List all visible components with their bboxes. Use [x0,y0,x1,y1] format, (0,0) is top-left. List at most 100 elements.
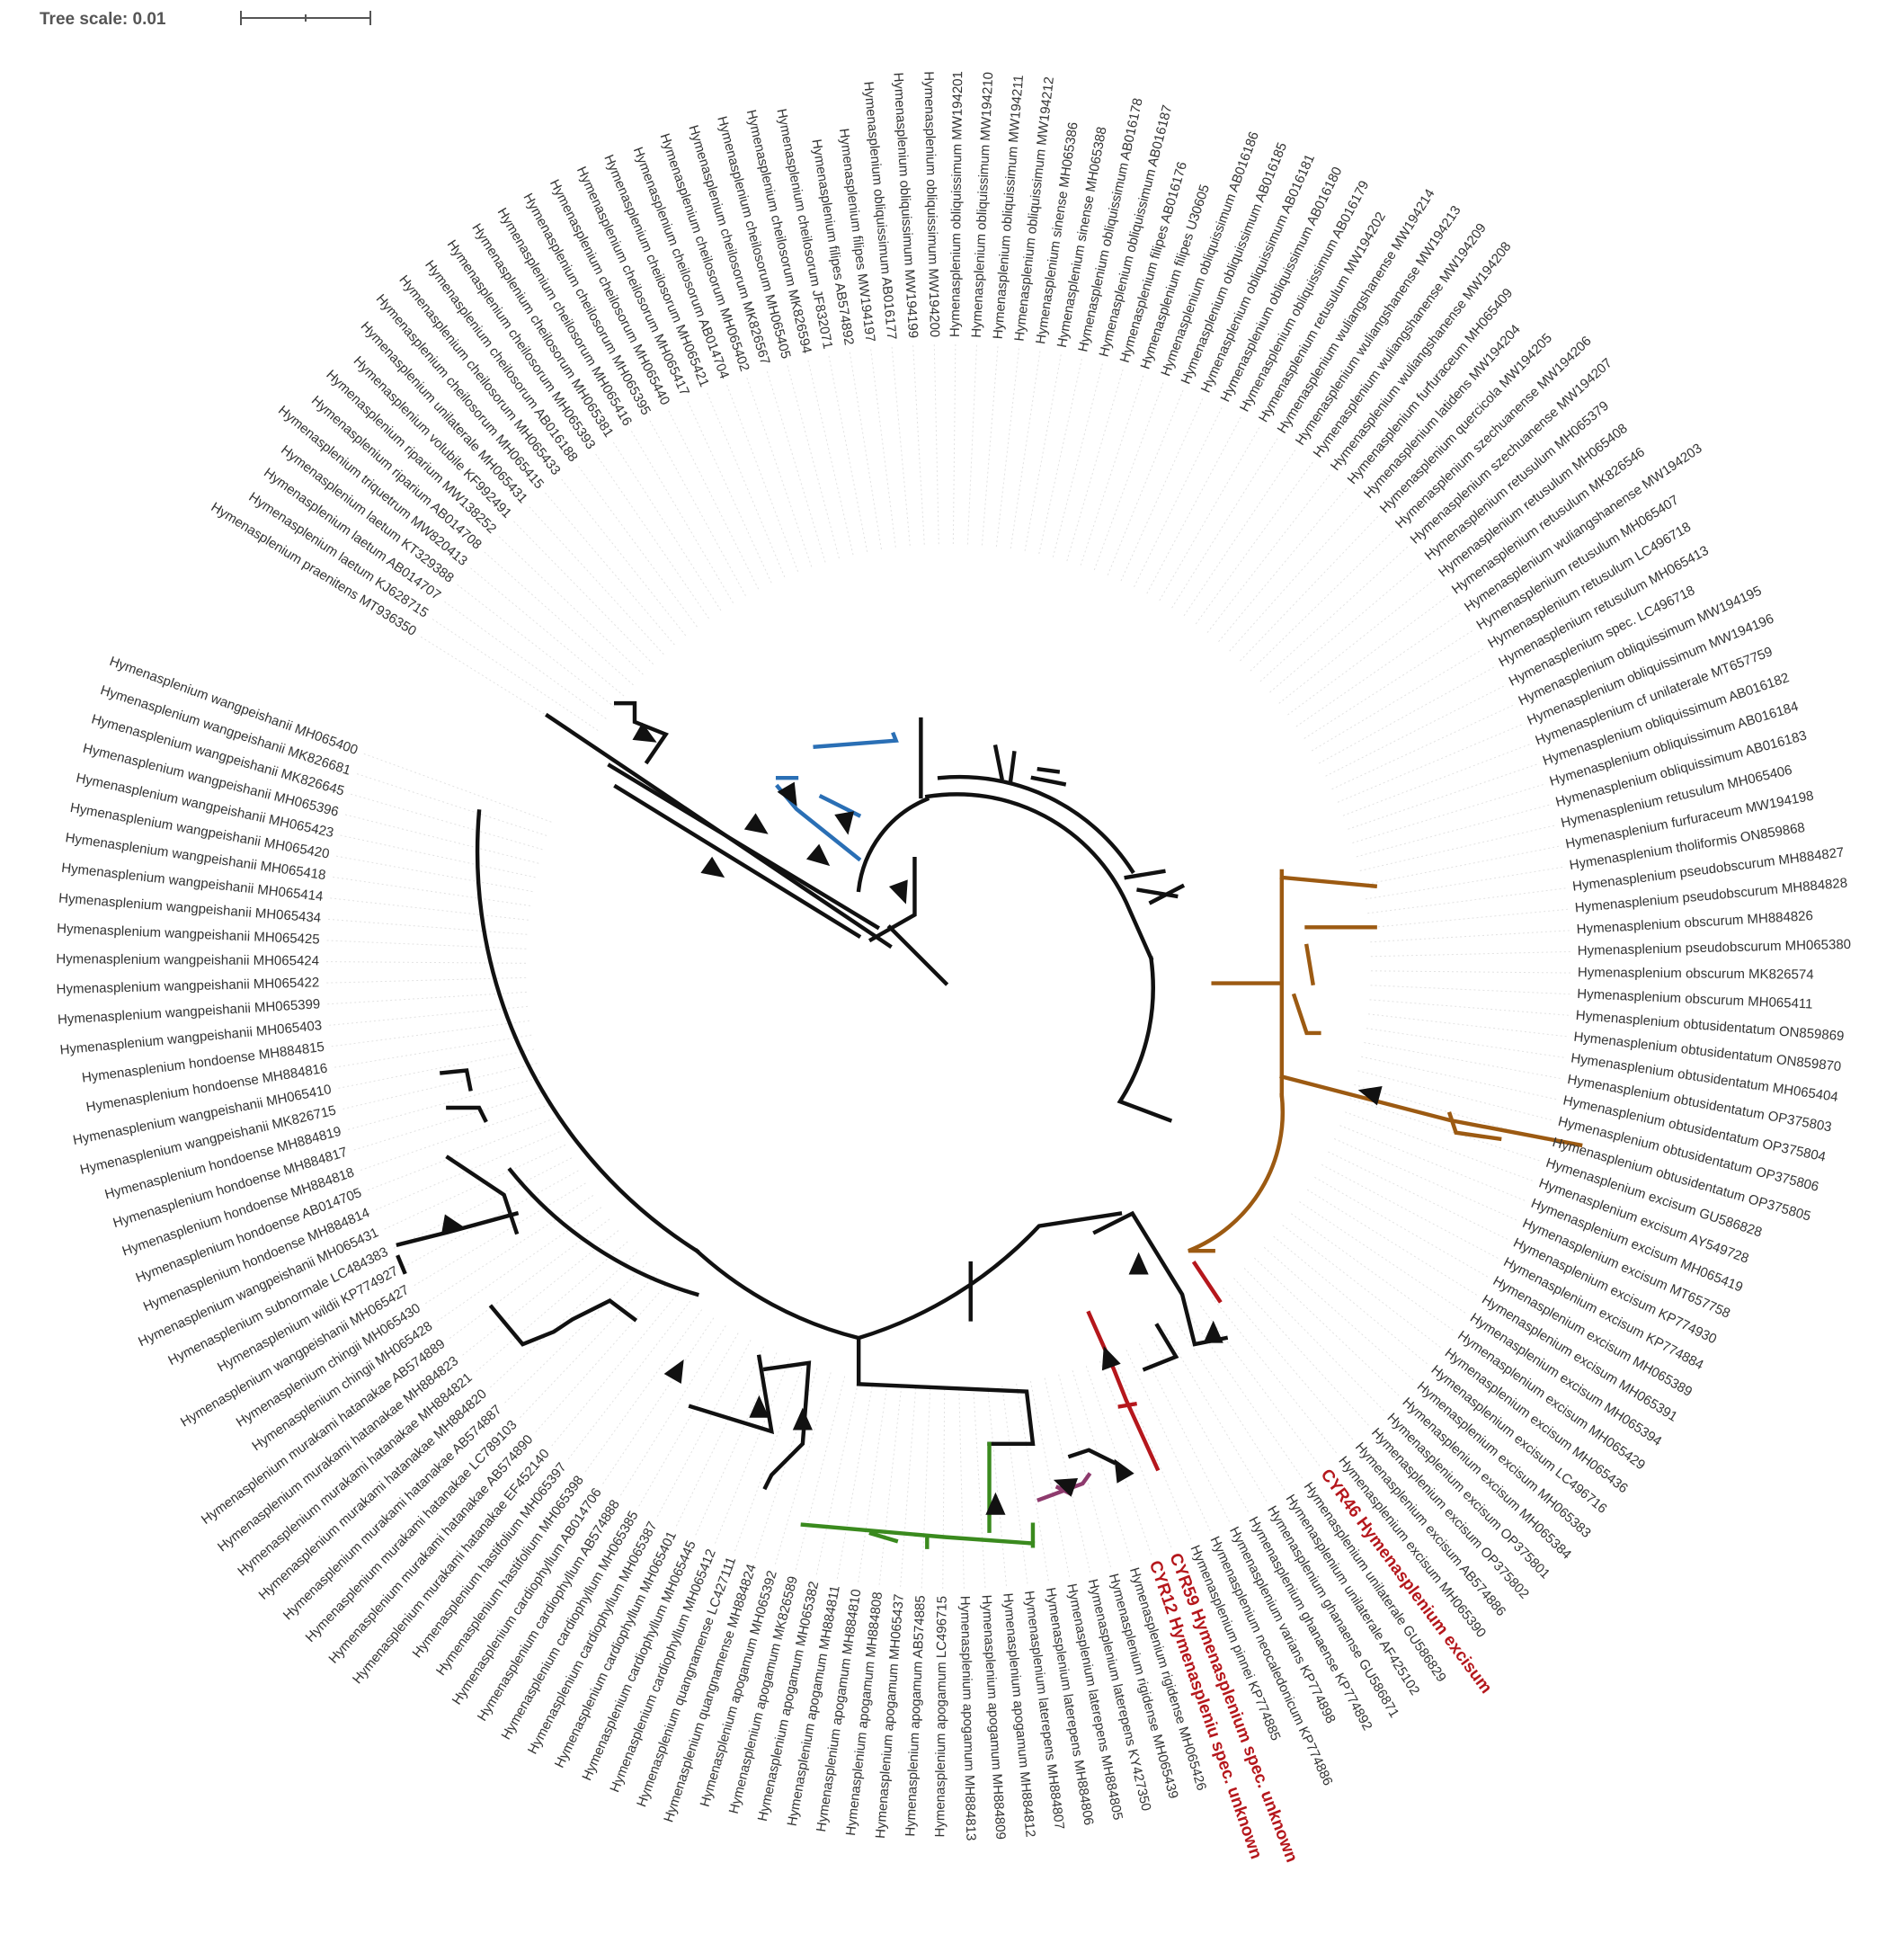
leader-line [1311,648,1484,752]
leader-line [1024,354,1062,551]
leader-line [1306,1189,1477,1296]
leader-line [338,1048,535,1089]
leaf-label: Hymenasplenium pseudobscurum MH065380 [1578,937,1852,958]
leader-line [1223,1287,1354,1440]
leader-line [363,753,552,823]
leader-line [1218,487,1347,642]
leader-line [513,521,654,665]
leader-line [384,1144,566,1230]
leader-line [535,1282,669,1433]
leader-line [340,834,536,878]
leader-line [1058,1374,1112,1568]
leader-line [1342,744,1530,816]
tree-branches [396,700,1583,1549]
arrow [985,1492,1006,1515]
leader-line [437,1207,602,1322]
leader-line [612,441,722,611]
leader-line [344,814,539,864]
arrow [700,856,725,878]
leader-line [520,1272,658,1419]
leader-line [1334,1138,1517,1221]
leader-line [1367,1013,1567,1038]
leader-line [356,773,547,836]
leader-line [545,492,675,646]
leader-line [1348,763,1537,830]
bootstrap-arrows [441,722,1383,1515]
leaf-label: Hymenasplenium obscurum MH884826 [1576,908,1813,937]
leader-line [1010,351,1041,549]
leader-line [1080,375,1144,566]
leader-line [470,567,625,697]
leaf-label: Hymenasplenium apogamum AB574885 [903,1595,929,1837]
leader-line [1233,1278,1369,1426]
leaf-label: Hymenasplenium wangpeishanii MH065422 [56,975,319,997]
leader-line [424,1195,594,1305]
leader-line [942,1388,946,1589]
leader-line [1112,1355,1192,1540]
leader-line [787,365,840,559]
leader-line [326,940,527,949]
leader-line [327,918,528,935]
arrow [1053,1477,1079,1497]
leader-line [368,1118,555,1191]
leader-line [1273,1235,1428,1365]
leader-line [1163,1329,1268,1502]
leader-line [1240,516,1379,662]
leader-line [1195,461,1313,625]
arrow [792,1407,813,1431]
leader-line [1093,382,1164,571]
leader-line [330,897,529,921]
leader-line [457,584,616,708]
leader-line [329,1005,529,1026]
leader-line [1016,1383,1049,1582]
leader-line [1183,450,1296,617]
leader-line [1328,1151,1508,1240]
leader-line [1188,1314,1303,1479]
leader-line [687,401,772,584]
leader-line [668,410,760,590]
leader-line [1361,1056,1557,1101]
arrow [1203,1320,1223,1343]
leader-line [933,344,939,545]
leader-line [333,876,530,906]
leader-line [504,1262,648,1404]
leader-line [1206,474,1330,633]
arrow [663,1359,684,1385]
leader-line [462,1230,619,1356]
leader-line [766,370,826,563]
leader-line [334,1034,532,1068]
leader-line [836,1382,874,1579]
arrow [749,1395,770,1418]
leader-line [1357,1070,1552,1121]
leader-line [619,1325,726,1496]
leader-line [1370,985,1570,995]
leader-line [995,348,1020,548]
scale-bar [240,11,371,25]
leader-line [484,551,634,686]
arrow [834,811,855,835]
leader-line [1038,358,1082,555]
leader-line [656,1340,752,1517]
leader-line [715,1358,791,1544]
leader-line [1364,1042,1561,1079]
arrow [743,813,769,834]
leader-line [707,392,786,577]
arrow [1128,1252,1149,1275]
leader-line [1370,930,1570,943]
green-clade [800,1441,1036,1549]
brown-clade [1188,869,1583,1253]
leader-line [1001,1386,1028,1584]
leader-line [1107,389,1184,575]
leaf-label: Hymenasplenium obliquissimum MW194210 [969,72,996,338]
leader-line [631,431,734,603]
leader-line [1176,1322,1286,1491]
leader-line [444,601,607,719]
leader-line [1365,866,1563,900]
leader-line [1250,530,1393,672]
leader-line [1269,562,1422,693]
leader-line [561,478,687,637]
leader-line [327,991,527,1005]
leader-line [1263,1246,1414,1381]
leaf-labels: Hymenasplenium praenitens MT936350Hymena… [56,71,1851,1865]
